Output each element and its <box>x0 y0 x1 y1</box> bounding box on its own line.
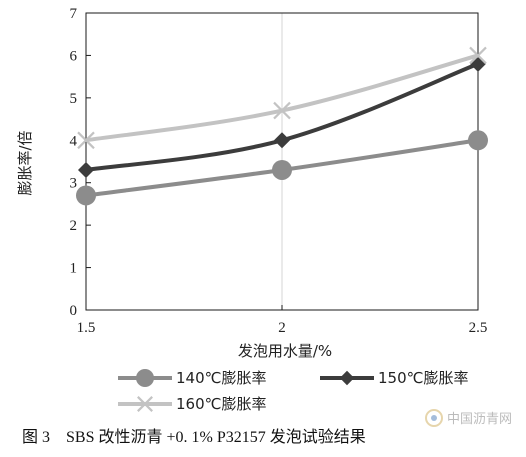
x-tick-label: 2.5 <box>469 320 488 336</box>
y-tick-label: 4 <box>70 133 78 149</box>
legend-label: 150℃膨胀率 <box>378 369 468 387</box>
y-tick-label: 7 <box>70 6 78 22</box>
legend-label: 160℃膨胀率 <box>176 395 266 413</box>
x-tick-label: 1.5 <box>77 320 96 336</box>
y-tick-label: 0 <box>70 303 78 319</box>
data-point-series-1 <box>272 159 292 180</box>
y-tick-label: 3 <box>70 176 78 192</box>
watermark-text: 中国沥青网 <box>446 412 512 427</box>
data-point-series-1 <box>468 130 488 151</box>
watermark: 中国沥青网 <box>424 408 512 427</box>
legend: 140℃膨胀率 150℃膨胀率 160℃膨胀率 <box>118 369 468 413</box>
y-tick-label: 2 <box>70 218 78 234</box>
series <box>76 46 488 206</box>
tick-labels: 0 1 2 3 4 5 6 7 1.5 2 2.5 <box>70 6 488 336</box>
data-point-series-1 <box>76 185 96 206</box>
data-point-series-2 <box>274 132 290 149</box>
y-tick-label: 1 <box>70 261 78 277</box>
y-tick-label: 5 <box>70 91 78 107</box>
legend-marker <box>137 396 153 412</box>
data-point-series-2 <box>78 161 94 178</box>
data-point-series-3 <box>469 46 487 65</box>
x-tick-label: 2 <box>278 320 286 336</box>
data-point-series-3 <box>77 131 95 150</box>
legend-label: 140℃膨胀率 <box>176 369 266 387</box>
data-point-series-3 <box>273 101 291 120</box>
y-tick-label: 6 <box>70 48 78 64</box>
x-axis-title: 发泡用水量/% <box>238 342 332 360</box>
legend-marker <box>339 370 355 386</box>
figure-caption: 图 3 SBS 改性沥青 +0. 1% P32157 发泡试验结果 <box>22 428 366 446</box>
axes <box>85 12 479 311</box>
legend-marker <box>136 369 154 387</box>
watermark-logo-icon <box>424 408 443 427</box>
y-axis-title: 膨胀率/倍 <box>16 130 34 195</box>
